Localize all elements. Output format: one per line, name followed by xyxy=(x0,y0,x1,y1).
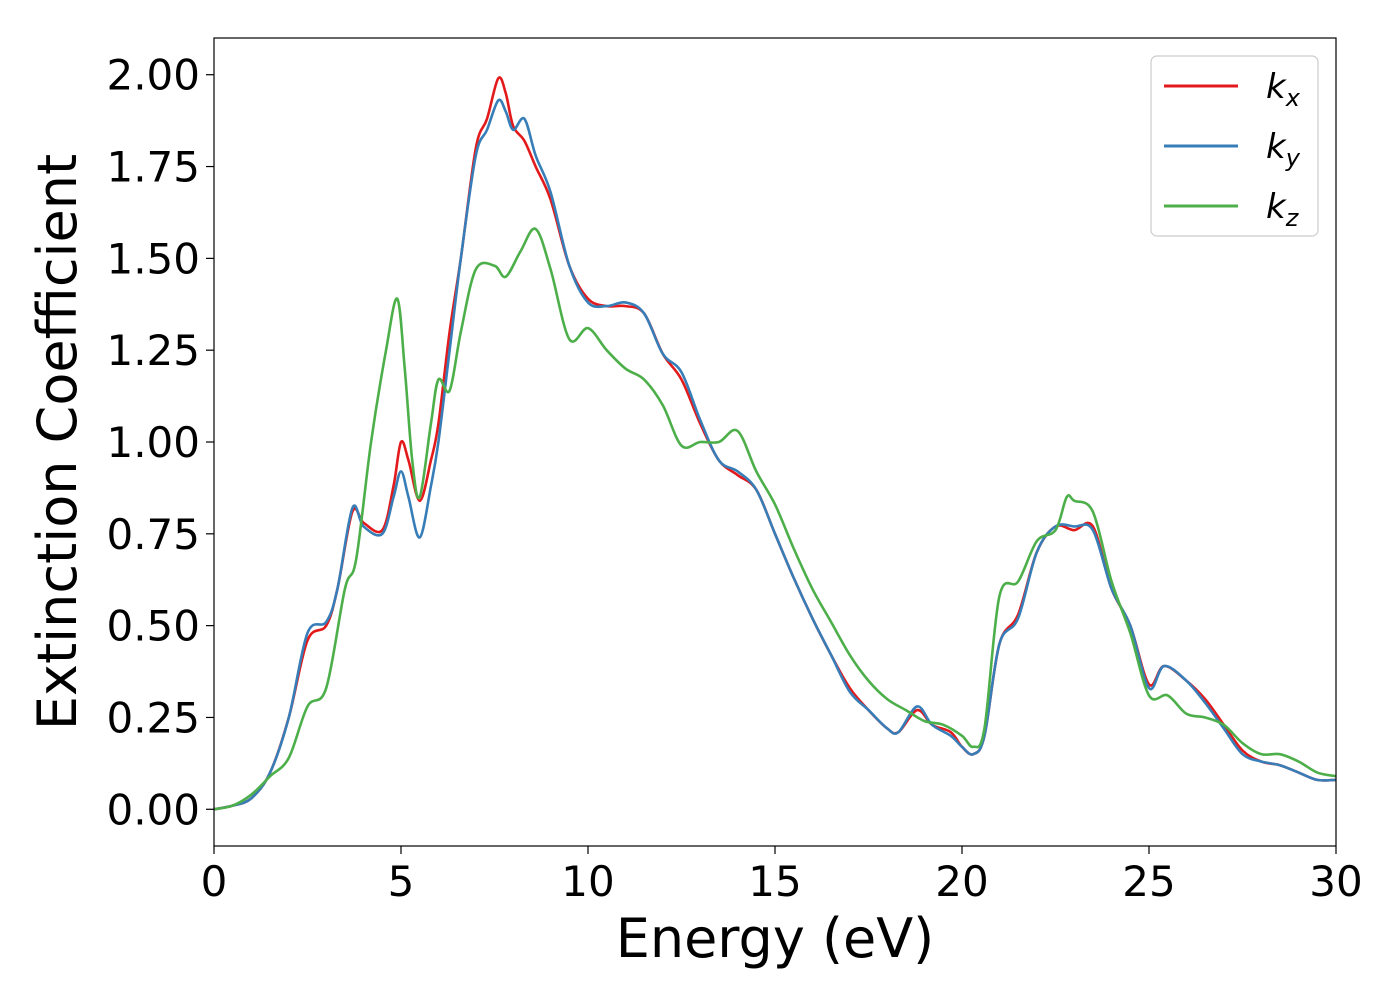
y-tick-label: 1.50 xyxy=(106,234,200,283)
x-tick-label: 5 xyxy=(388,857,415,906)
x-axis: 0 5 10 15 20 25 30 xyxy=(201,846,1363,906)
y-tick-label: 1.25 xyxy=(106,326,200,375)
y-tick-label: 1.00 xyxy=(106,418,200,467)
x-tick-label: 20 xyxy=(935,857,988,906)
series-line-y xyxy=(213,98,1337,811)
series-line-z xyxy=(213,227,1337,811)
legend-label-y: ky xyxy=(1266,127,1301,172)
x-tick-label: 10 xyxy=(561,857,614,906)
legend: kx ky kz xyxy=(1150,55,1319,237)
x-axis-label: Energy (eV) xyxy=(616,907,935,970)
x-tick-label: 25 xyxy=(1122,857,1175,906)
y-axis: 0.00 0.25 0.50 0.75 1.00 1.25 1.50 1.75 2.00 xyxy=(106,51,214,834)
x-tick-label: 15 xyxy=(748,857,801,906)
legend-label-z: kz xyxy=(1266,187,1300,232)
y-tick-label: 1.75 xyxy=(106,143,200,192)
y-tick-label: 0.00 xyxy=(106,785,200,834)
x-tick-label: 0 xyxy=(201,857,228,906)
y-tick-label: 0.50 xyxy=(106,602,200,651)
y-tick-label: 0.75 xyxy=(106,510,200,559)
series-lines xyxy=(213,76,1337,811)
y-tick-label: 0.25 xyxy=(106,693,200,742)
y-tick-label: 2.00 xyxy=(106,51,200,100)
legend-label-x: kx xyxy=(1266,67,1301,112)
x-tick-label: 30 xyxy=(1309,857,1362,906)
y-axis-label: Extinction Coefficient xyxy=(26,154,89,730)
